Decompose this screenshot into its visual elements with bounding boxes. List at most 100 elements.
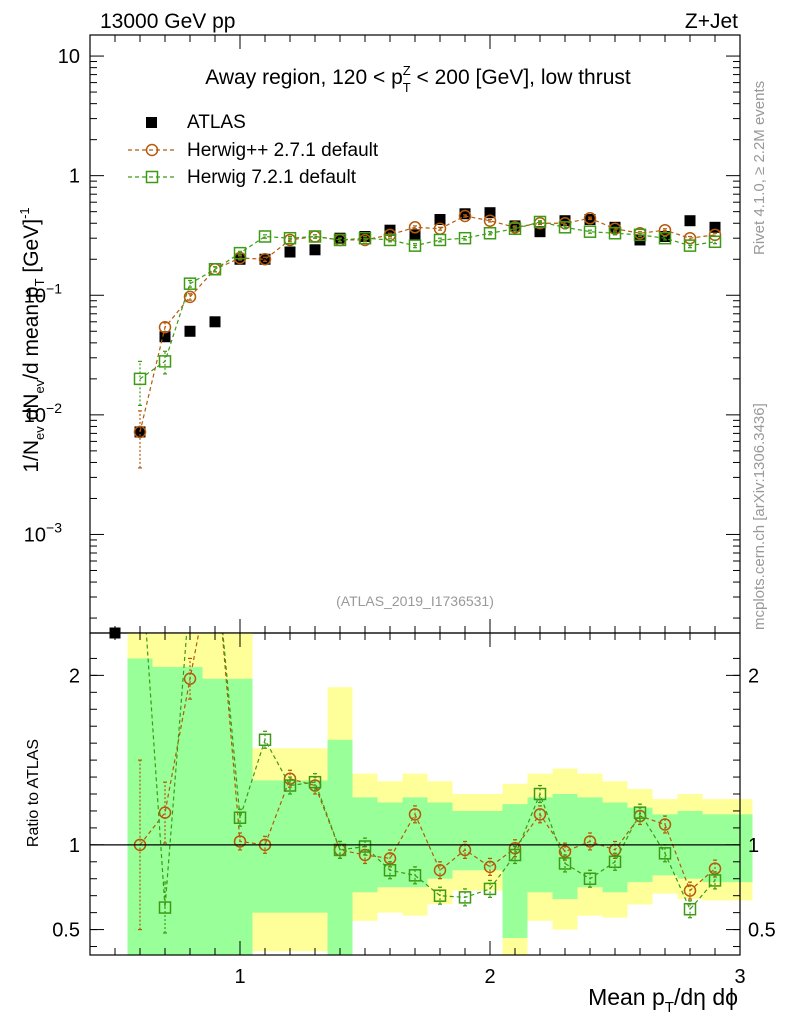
atlas-point	[484, 207, 496, 219]
xlabel-part: Mean p	[588, 984, 665, 1010]
ratio-herwig7-point	[308, 775, 322, 789]
ratio-herwig7-point	[683, 902, 697, 916]
ratio-band-green	[177, 666, 203, 955]
herwigpp-point	[458, 209, 472, 223]
ratio-herwigpp-point	[408, 808, 422, 821]
main-ytick-exp: −3	[46, 519, 62, 535]
herwig7-point	[433, 233, 447, 247]
herwig7-point	[658, 231, 672, 245]
main-ytick-base: 10	[24, 405, 46, 427]
herwig7-point	[333, 233, 347, 247]
main-title-part: < 200 [GeV], low thrust	[411, 66, 631, 89]
atlas-point	[434, 213, 446, 225]
header-right: Z+Jet	[685, 10, 738, 33]
ratio-ytick-label: 1	[69, 835, 80, 857]
main-title-part: Away region, 120 < p	[205, 66, 403, 89]
ratio-band-green	[277, 780, 303, 913]
herwigpp-point	[158, 321, 172, 334]
ratio-herwig7-point	[283, 779, 297, 792]
main-title-sup: Z	[403, 63, 411, 78]
herwig7-point	[158, 355, 172, 368]
ratio-ytick-label: 0.5	[52, 920, 80, 942]
ylabel-part: /d mean p	[20, 286, 43, 379]
ratio-ytick-label-right: 1	[748, 835, 759, 857]
legend-item-herwigpp: Herwig++ 2.7.1 default	[128, 140, 379, 161]
main-ytick-label: 10−2	[24, 400, 62, 427]
legend-label-atlas: ATLAS	[187, 112, 246, 133]
ratio-herwig7-point	[408, 869, 422, 882]
atlas-point	[534, 226, 546, 238]
herwig7-point	[608, 226, 622, 240]
main-ylabel: 1/Nev dNev/d mean pT [GeV]-1	[17, 207, 47, 472]
ratio-herwigpp-point	[433, 864, 447, 877]
ratio-herwig7-point	[458, 891, 472, 904]
ratio-line-1	[145, 633, 716, 911]
atlas-point	[284, 246, 296, 258]
herwig7-point	[308, 230, 322, 243]
atlas-point	[259, 253, 271, 265]
atlas-point	[384, 224, 396, 236]
x-axis-label: Mean pT/dη dϕ	[588, 984, 738, 1016]
herwig7-point	[558, 221, 572, 234]
main-line-1	[139, 215, 716, 433]
legend-label-herwigpp: Herwig++ 2.7.1 default	[187, 140, 379, 161]
ratio-band-green	[577, 797, 603, 888]
atlas-point	[459, 208, 471, 220]
xlabel-part: /dη dϕ	[674, 984, 738, 1010]
ratio-band-green	[327, 739, 353, 955]
ratio-herwig7-point	[533, 787, 547, 801]
ratio-herwig7-point	[708, 874, 722, 887]
xtick-label: 2	[484, 966, 495, 988]
ratio-herwig7-point	[583, 872, 597, 885]
atlas-point	[684, 215, 696, 227]
ratio-herwig7-point	[358, 840, 372, 853]
atlas-point	[409, 229, 421, 241]
herwigpp-point	[483, 214, 497, 227]
ratio-ytick-label: 2	[69, 665, 80, 687]
ratio-band-green	[202, 678, 228, 955]
xtick-label: 1	[234, 966, 245, 988]
rivet-label: Rivet 4.1.0, ≥ 2.2M events	[751, 81, 768, 255]
herwigpp-point	[258, 253, 272, 266]
herwig7-point	[708, 235, 722, 249]
ratio-herwig7-point	[258, 733, 272, 747]
legend-item-herwig7: Herwig 7.2.1 default	[128, 167, 357, 188]
herwig7-point	[133, 372, 147, 386]
herwig7-point	[533, 215, 547, 229]
atlas-point	[709, 221, 721, 233]
ylabel-part: [GeV]	[20, 219, 43, 279]
herwigpp-point	[658, 223, 672, 237]
herwig7-point	[383, 233, 397, 247]
ratio-herwigpp-point	[558, 845, 572, 858]
main-ytick-label: 10	[58, 46, 80, 68]
herwig7-point	[508, 222, 522, 235]
ratio-band-green	[602, 802, 628, 893]
main-ytick-base: 10	[24, 285, 46, 307]
main-title-sub: T	[403, 80, 411, 95]
ratio-band-green	[502, 804, 528, 939]
herwigpp-point	[408, 221, 422, 234]
herwig7-point	[208, 262, 222, 276]
ratio-herwig7-point	[233, 811, 247, 824]
atlas-point	[559, 215, 571, 227]
main-line-2	[139, 221, 716, 380]
ratio-herwig7-point	[158, 901, 172, 914]
ratio-ylabel: Ratio to ATLAS	[25, 739, 42, 847]
ratio-ytick-label-right: 0.5	[748, 920, 776, 942]
herwig7-point	[583, 225, 597, 238]
ylabel-sub: ev	[32, 426, 47, 440]
herwig7-point	[358, 231, 372, 245]
ratio-panel: 0.5 0.5 1 1 2 2 1 2 3 Ratio to ATLAS	[25, 632, 776, 988]
xtick-label: 3	[734, 966, 745, 988]
ratio-herwig7-point	[658, 847, 672, 860]
ratio-herwigpp-point	[483, 860, 497, 874]
legend-item-atlas: ATLAS	[146, 112, 246, 133]
atlas-point	[184, 325, 196, 337]
ratio-ytick-label-right: 2	[748, 665, 759, 687]
ratio-herwigpp-point	[658, 818, 672, 831]
main-ytick-exp: −1	[46, 280, 62, 296]
ratio-herwigpp-point	[708, 862, 722, 875]
ratio-herwig7-point	[633, 806, 647, 819]
main-ytick-label: 10−1	[24, 280, 62, 307]
ylabel-part: dN	[20, 394, 43, 427]
